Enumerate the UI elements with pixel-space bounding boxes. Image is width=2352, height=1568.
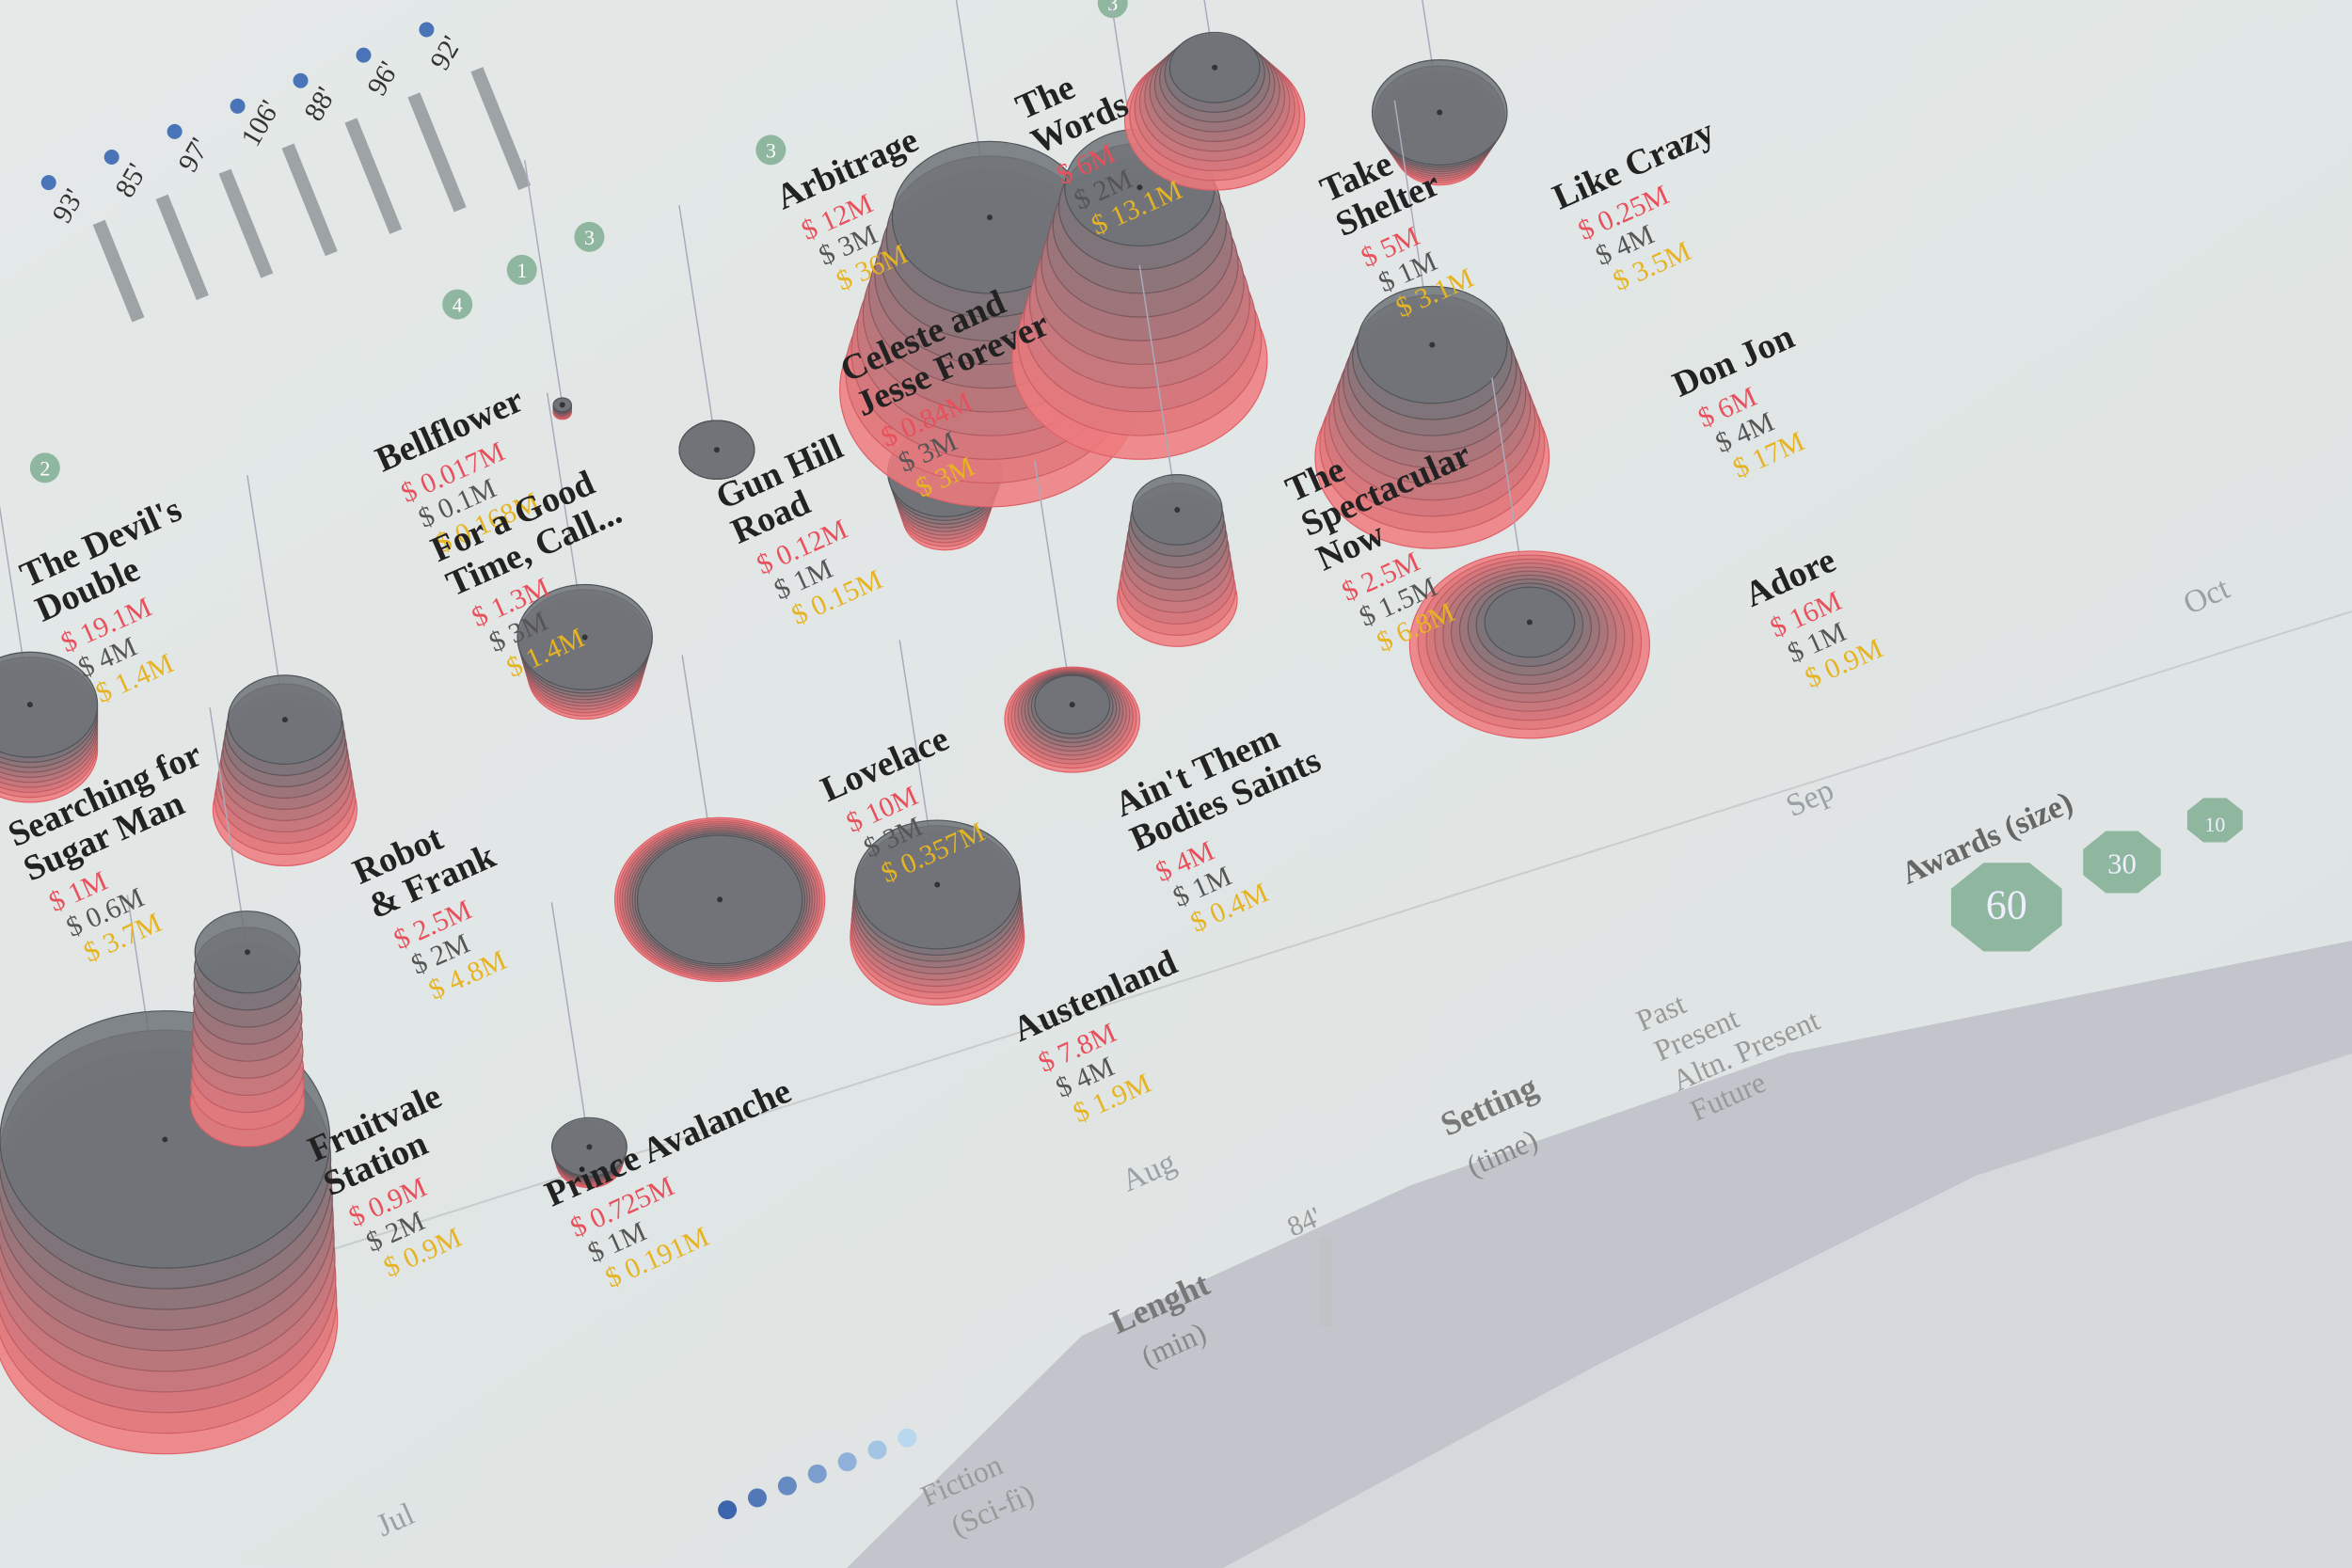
leader-line [1203,0,1216,68]
film-center-dot [1429,341,1436,348]
film-center-dot [713,447,720,453]
award-badge [574,221,605,252]
film-center-dot [1437,109,1443,116]
award-badge-label: 2 [40,456,50,480]
genre-legend-dot [747,1488,767,1508]
film-center-dot [245,949,251,956]
genre-dot [293,72,309,88]
leader-line [550,902,591,1148]
length-bar [92,219,145,323]
fold-line [0,610,2352,1355]
genre-legend-dot [777,1476,797,1496]
genre-dot [419,22,435,38]
genre-dot [40,175,56,191]
genre-dot [230,98,246,114]
award-size-label: 60 [1986,881,2027,927]
award-badge-label: 3 [584,226,595,249]
film-center-dot [717,896,723,903]
award-badge-label: 4 [453,293,463,317]
leader-line [524,160,564,405]
length-bar [218,168,274,278]
film-center-dot [162,1136,168,1143]
award-size-badge [2186,798,2243,843]
film-center-dot [934,881,941,888]
leader-line [678,205,718,451]
film-center-dot [281,717,288,723]
genre-legend-dot [867,1440,887,1460]
film-center-dot [581,634,588,641]
award-badge [29,452,60,483]
award-size-badge [2083,831,2161,894]
length-legend-bar [1319,1237,1333,1327]
film-center-dot [1136,184,1143,191]
film-center-dot [1069,702,1075,708]
award-size-badge [1950,863,2062,952]
award-size-label: 30 [2107,848,2137,880]
genre-legend-dot [807,1464,827,1483]
award-badge-label: 3 [766,138,776,162]
content: 93'85'97'106'88'96'92'241333The Devil'sD… [0,0,2243,1544]
length-bar [470,67,532,191]
film-center-dot [559,402,565,408]
film-center-dot [26,702,33,708]
page-edge-shadow [847,941,2352,1568]
genre-legend-dot [837,1452,857,1472]
award-badge [506,254,537,285]
film-center-dot [1212,64,1218,71]
length-bar [344,118,403,234]
genre-legend-dot [898,1428,917,1448]
award-badge [755,135,787,166]
length-bar [155,194,209,301]
film-center-dot [987,214,993,221]
genre-legend-dot [718,1500,738,1520]
genre-dot [356,47,372,63]
film-center-dot [1174,506,1181,513]
leader-line [1033,460,1073,705]
award-size-label: 10 [2204,813,2225,836]
genre-dot [103,150,119,166]
length-bar [407,92,467,213]
genre-dot [167,123,183,139]
leader-line [1138,264,1179,511]
film-center-dot [586,1144,593,1150]
film-center-dot [1526,619,1533,626]
award-badge [442,289,473,320]
film-cylinder-layer [0,651,99,758]
length-bar [281,143,338,257]
award-badge-label: 1 [516,259,527,282]
